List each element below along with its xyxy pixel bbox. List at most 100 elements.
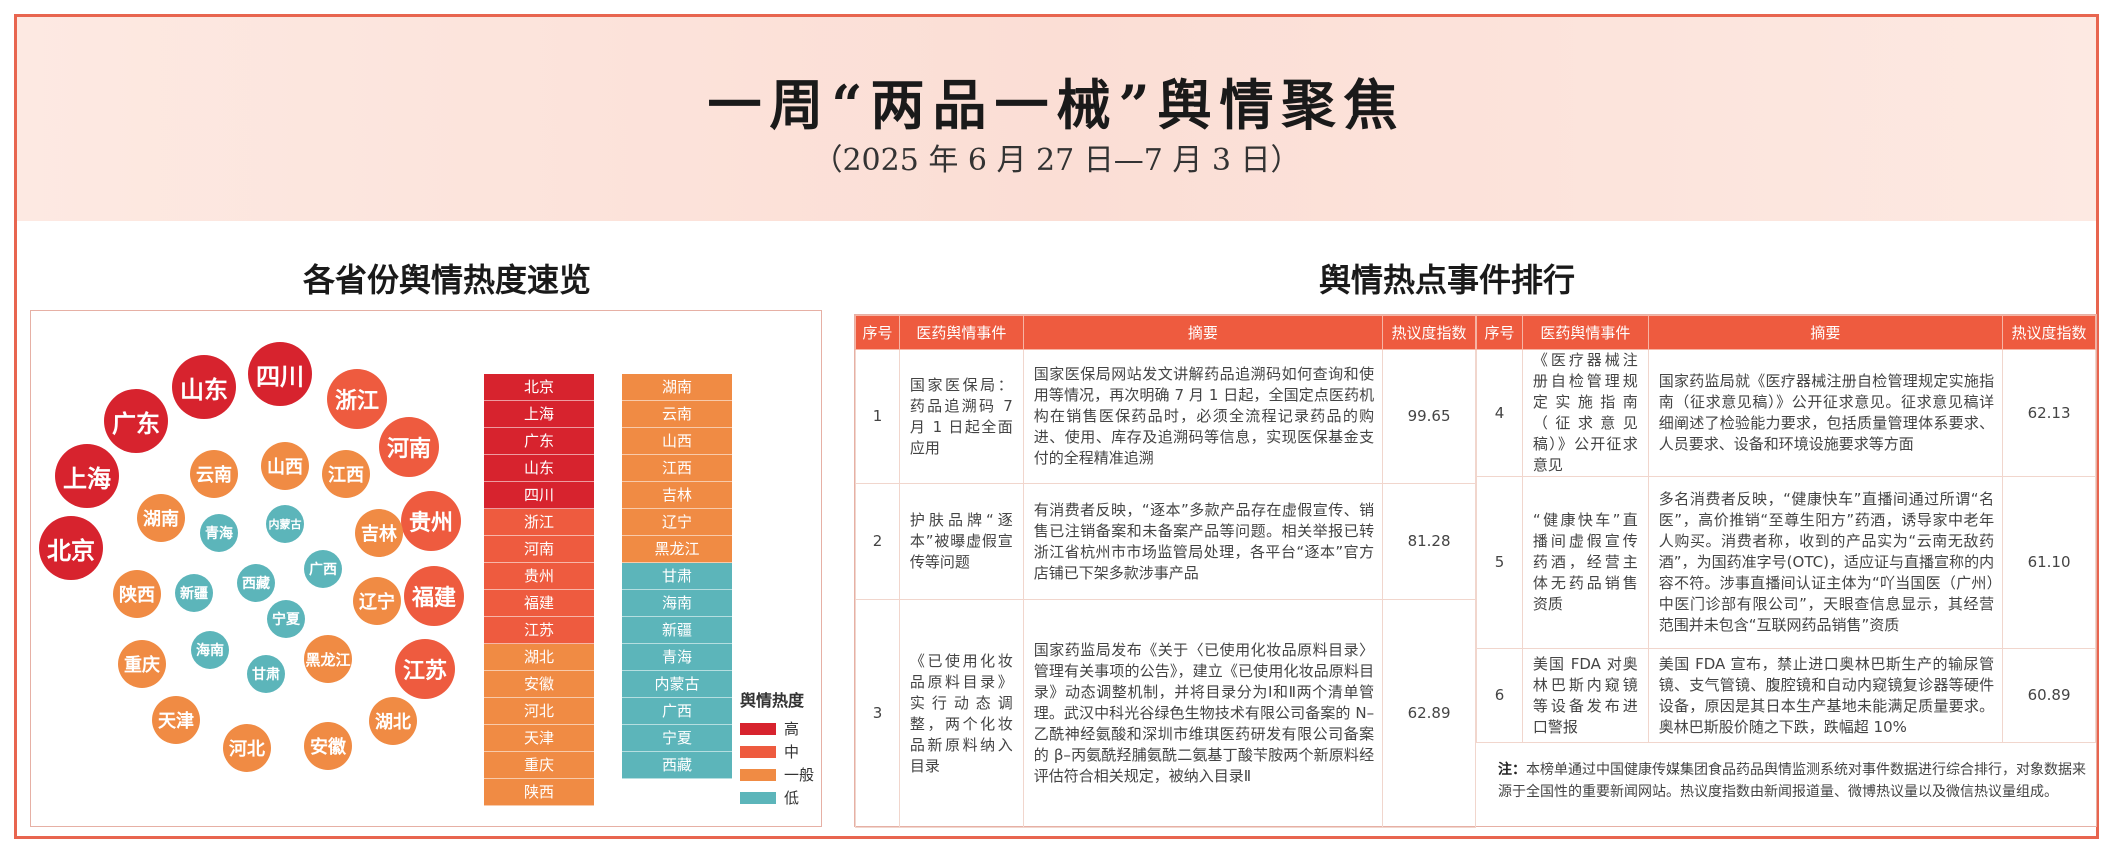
event-name: “健康快车”直播间虚假宣传药酒，经营主体无药品销售资质 bbox=[1521, 476, 1649, 649]
legend-item: 低 bbox=[740, 786, 814, 809]
province-bubble: 贵州 bbox=[401, 491, 461, 551]
province-rank-cell: 浙江 bbox=[484, 509, 594, 536]
province-rank-cell: 新疆 bbox=[622, 617, 732, 644]
province-rank-cell: 重庆 bbox=[484, 752, 594, 779]
event-no: 3 bbox=[855, 599, 900, 828]
province-bubble: 宁夏 bbox=[267, 600, 305, 638]
province-bubble: 辽宁 bbox=[353, 577, 401, 625]
province-rank-cell: 陕西 bbox=[484, 779, 594, 806]
ranking-note: 注：本榜单通过中国健康传媒集团食品药品舆情监测系统对事件数据进行综合排行，对象数… bbox=[1498, 759, 2098, 803]
province-rank-cell: 天津 bbox=[484, 725, 594, 752]
province-heat-title: 各省份舆情热度速览 bbox=[302, 261, 591, 299]
province-rank-cell: 江西 bbox=[622, 455, 732, 482]
header-event: 医药舆情事件 bbox=[1521, 315, 1649, 350]
legend-swatch bbox=[740, 722, 776, 735]
header-index: 热议度指数 bbox=[1382, 315, 1476, 350]
event-name: 《已使用化妆品原料目录》实行动态调整，两个化妆品新原料纳入目录 bbox=[898, 599, 1024, 828]
province-ranking-column-2: 湖南 云南 山西 江西 吉林 辽宁 黑龙江 甘肃 海南 新疆 青海 内蒙古 广西 宁夏 西藏 bbox=[622, 374, 732, 779]
province-bubble: 江苏 bbox=[395, 639, 455, 699]
province-bubble: 天津 bbox=[152, 696, 200, 744]
title-banner: 一周“两品一械”舆情聚焦 （2025 年 6 月 27 日—7 月 3 日） bbox=[17, 17, 2096, 221]
province-bubble: 浙江 bbox=[327, 369, 387, 429]
header-no: 序号 bbox=[1476, 315, 1523, 350]
legend-item: 一般 bbox=[740, 763, 814, 786]
event-heat-index: 81.28 bbox=[1382, 483, 1476, 600]
event-summary: 美国 FDA 宣布，禁止进口奥林巴斯生产的输尿管镜、支气管镜、腹腔镜和自动内窥镜… bbox=[1647, 648, 2004, 743]
event-heat-index: 60.89 bbox=[2002, 648, 2096, 743]
province-rank-cell: 河北 bbox=[484, 698, 594, 725]
table-header-row: 序号 医药舆情事件 摘要 热议度指数 bbox=[855, 315, 1476, 350]
province-bubble: 海南 bbox=[191, 631, 229, 669]
province-rank-cell: 江苏 bbox=[484, 617, 594, 644]
province-bubble: 湖南 bbox=[137, 494, 185, 542]
province-bubble: 吉林 bbox=[355, 509, 403, 557]
province-bubble: 北京 bbox=[39, 516, 103, 580]
province-rank-cell: 广西 bbox=[622, 698, 732, 725]
province-bubble: 云南 bbox=[190, 450, 238, 498]
province-bubble: 黑龙江 bbox=[304, 635, 352, 683]
header-event: 医药舆情事件 bbox=[898, 315, 1024, 350]
province-bubble: 陕西 bbox=[113, 570, 161, 618]
province-rank-cell: 福建 bbox=[484, 590, 594, 617]
province-rank-cell: 海南 bbox=[622, 590, 732, 617]
province-bubble: 西藏 bbox=[237, 564, 275, 602]
province-bubble: 江西 bbox=[322, 450, 370, 498]
event-no: 4 bbox=[1476, 349, 1523, 477]
province-bubble: 四川 bbox=[248, 342, 312, 406]
province-bubble: 广东 bbox=[104, 389, 168, 453]
province-rank-cell: 黑龙江 bbox=[622, 536, 732, 563]
province-bubble: 山西 bbox=[261, 442, 309, 490]
event-name: 护肤品牌“逐本”被曝虚假宣传等问题 bbox=[898, 483, 1024, 600]
event-heat-index: 62.13 bbox=[2002, 349, 2096, 477]
province-ranking-column-1: 北京 上海 广东 山东 四川 浙江 河南 贵州 福建 江苏 湖北 安徽 河北 天津 重庆 陕西 bbox=[484, 374, 594, 806]
legend-label: 高 bbox=[784, 720, 800, 738]
province-bubble: 河北 bbox=[223, 724, 271, 772]
page-title: 一周“两品一械”舆情聚焦 bbox=[707, 73, 1406, 137]
header-summary: 摘要 bbox=[1022, 315, 1384, 350]
table-row: 3 《已使用化妆品原料目录》实行动态调整，两个化妆品新原料纳入目录 国家药监局发… bbox=[855, 599, 1476, 828]
event-name: 《医疗器械注册自检管理规定实施指南（征求意见稿）》公开征求意见 bbox=[1521, 349, 1649, 477]
province-bubble: 上海 bbox=[55, 444, 119, 508]
province-rank-cell: 内蒙古 bbox=[622, 671, 732, 698]
province-bubble: 甘肃 bbox=[247, 655, 285, 693]
note-label: 注： bbox=[1498, 762, 1526, 778]
event-no: 2 bbox=[855, 483, 900, 600]
legend-swatch bbox=[740, 768, 776, 781]
legend-label: 一般 bbox=[784, 766, 815, 784]
province-rank-cell: 甘肃 bbox=[622, 563, 732, 590]
event-summary: 国家药监局就《医疗器械注册自检管理规定实施指南（征求意见稿）》公开征求意见。征求… bbox=[1647, 349, 2004, 477]
event-summary: 国家药监局发布《关于〈已使用化妆品原料目录〉管理有关事项的公告》，建立《已使用化… bbox=[1022, 599, 1384, 828]
event-ranking-panel: 序号 医药舆情事件 摘要 热议度指数 1 国家医保局：药品追溯码 7 月 1 日… bbox=[854, 314, 2098, 828]
event-table-left: 序号 医药舆情事件 摘要 热议度指数 1 国家医保局：药品追溯码 7 月 1 日… bbox=[855, 315, 1476, 828]
event-heat-index: 62.89 bbox=[1382, 599, 1476, 828]
province-bubble: 福建 bbox=[404, 566, 464, 626]
province-rank-cell: 广东 bbox=[484, 428, 594, 455]
province-rank-cell: 青海 bbox=[622, 644, 732, 671]
province-rank-cell: 湖北 bbox=[484, 644, 594, 671]
note-text: 本榜单通过中国健康传媒集团食品药品舆情监测系统对事件数据进行综合排行，对象数据来… bbox=[1498, 762, 2086, 800]
province-rank-cell: 山东 bbox=[484, 455, 594, 482]
date-range-subtitle: （2025 年 6 月 27 日—7 月 3 日） bbox=[812, 143, 1301, 178]
province-rank-cell: 辽宁 bbox=[622, 509, 732, 536]
province-rank-cell: 吉林 bbox=[622, 482, 732, 509]
legend-label: 中 bbox=[784, 743, 800, 761]
province-rank-cell: 山西 bbox=[622, 428, 732, 455]
province-bubble: 内蒙古 bbox=[266, 505, 304, 543]
heat-legend: 舆情热度 高中一般低 bbox=[740, 687, 814, 809]
event-summary: 有消费者反映，“逐本”多款产品存在虚假宣传、销售已注销备案和未备案产品等问题。相… bbox=[1022, 483, 1384, 600]
legend-swatch bbox=[740, 791, 776, 804]
poster-frame: 一周“两品一械”舆情聚焦 （2025 年 6 月 27 日—7 月 3 日） 各… bbox=[14, 14, 2099, 839]
header-no: 序号 bbox=[855, 315, 900, 350]
table-row: 4 《医疗器械注册自检管理规定实施指南（征求意见稿）》公开征求意见 国家药监局就… bbox=[1476, 349, 2096, 477]
province-rank-cell: 湖南 bbox=[622, 374, 732, 401]
event-heat-index: 99.65 bbox=[1382, 349, 1476, 484]
legend-label: 低 bbox=[784, 789, 800, 807]
event-no: 5 bbox=[1476, 476, 1523, 649]
province-rank-cell: 北京 bbox=[484, 374, 594, 401]
legend-title: 舆情热度 bbox=[740, 691, 805, 710]
header-summary: 摘要 bbox=[1647, 315, 2004, 350]
legend-item: 高 bbox=[740, 717, 814, 740]
event-ranking-title: 舆情热点事件排行 bbox=[1318, 261, 1575, 299]
province-rank-cell: 宁夏 bbox=[622, 725, 732, 752]
event-no: 6 bbox=[1476, 648, 1523, 743]
